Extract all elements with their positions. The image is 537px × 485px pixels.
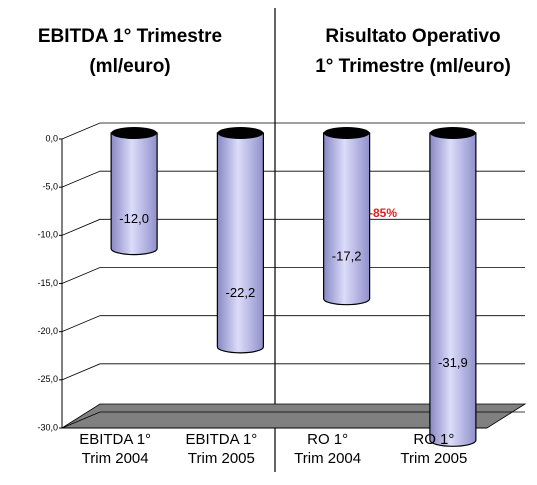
bar <box>323 127 371 306</box>
chart-title: Risultato Operativo 1° Trimestre (ml/eur… <box>315 26 511 77</box>
data-label: -22,2 <box>226 285 256 300</box>
y-tick-label: -25,0 <box>37 374 58 384</box>
y-tick-label: -10,0 <box>37 230 58 240</box>
bar <box>216 127 264 354</box>
bar-body <box>110 132 158 256</box>
grid-line <box>61 218 525 236</box>
grid-line <box>61 267 525 284</box>
grid-line <box>61 363 525 381</box>
y-tick-label: -5,0 <box>42 182 58 192</box>
data-label: -17,2 <box>332 249 362 264</box>
bar <box>429 127 477 447</box>
bar-cap <box>323 127 370 139</box>
grid-line <box>61 170 525 188</box>
bar-body <box>323 132 371 306</box>
x-tick-label: RO 1° Trim 2004 <box>294 431 362 467</box>
x-tick-label: EBITDA 1° Trim 2004 <box>79 431 152 467</box>
y-tick-label: 0,0 <box>45 133 58 143</box>
x-tick-label: EBITDA 1° Trim 2005 <box>185 431 258 467</box>
annotation: -85% <box>369 206 397 220</box>
grid-line <box>61 411 525 429</box>
y-tick-label: -30,0 <box>37 422 58 432</box>
bar-body <box>429 132 477 447</box>
data-label: -12,0 <box>119 211 149 226</box>
chart-title: EBITDA 1° Trimestre (ml/euro) <box>37 26 223 77</box>
grid-line <box>61 122 525 140</box>
grid-line <box>61 315 525 333</box>
y-tick-label: -15,0 <box>37 278 58 288</box>
data-label: -31,9 <box>438 355 468 370</box>
bar-cap <box>429 127 476 139</box>
y-tick-label: -20,0 <box>37 326 58 336</box>
bar-body <box>216 132 264 354</box>
bar <box>110 127 158 256</box>
bar-cap <box>217 127 264 139</box>
bar-cap <box>111 127 158 139</box>
x-tick-label: RO 1° Trim 2005 <box>400 431 468 467</box>
